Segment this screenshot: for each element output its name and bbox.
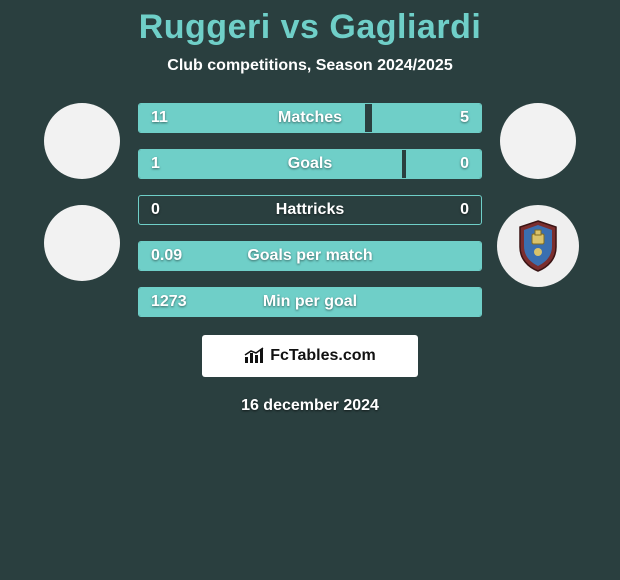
player-right-avatar bbox=[500, 103, 576, 179]
brand-badge: FcTables.com bbox=[202, 335, 418, 377]
title-vs: vs bbox=[281, 8, 320, 46]
shield-icon bbox=[516, 219, 560, 273]
bar-value-right: 5 bbox=[460, 109, 469, 127]
bar-label: Min per goal bbox=[263, 293, 357, 311]
bar-label: Hattricks bbox=[276, 201, 344, 219]
bar-chart-icon bbox=[244, 347, 266, 365]
bar-value-right: 0 bbox=[460, 201, 469, 219]
bar-label: Goals per match bbox=[247, 247, 372, 265]
club-right-crest bbox=[497, 205, 579, 287]
bar-label: Matches bbox=[278, 109, 342, 127]
bar-value-right: 0 bbox=[460, 155, 469, 173]
bar-value-left: 0.09 bbox=[151, 247, 182, 265]
brand-text: FcTables.com bbox=[270, 347, 376, 365]
title-right: Gagliardi bbox=[329, 8, 481, 46]
stat-bar: 0.09 Goals per match bbox=[138, 241, 482, 271]
bar-value-left: 0 bbox=[151, 201, 160, 219]
bar-value-left: 11 bbox=[151, 109, 168, 127]
left-side-column bbox=[34, 103, 130, 281]
title-left: Ruggeri bbox=[139, 8, 271, 46]
bar-fill-left bbox=[139, 150, 402, 178]
player-left-avatar bbox=[44, 103, 120, 179]
bar-value-left: 1 bbox=[151, 155, 160, 173]
bar-value-left: 1273 bbox=[151, 293, 187, 311]
bar-fill-right bbox=[406, 150, 481, 178]
right-side-column bbox=[490, 103, 586, 287]
stat-bar: 0 Hattricks 0 bbox=[138, 195, 482, 225]
date-text: 16 december 2024 bbox=[10, 397, 610, 415]
stat-bar: 1273 Min per goal bbox=[138, 287, 482, 317]
page-title: Ruggeri vs Gagliardi bbox=[0, 8, 620, 47]
stat-bar: 11 Matches 5 bbox=[138, 103, 482, 133]
stat-bars: 11 Matches 5 1 Goals 0 0 Hattricks 0 0.09 Goals pe… bbox=[138, 103, 482, 317]
stat-bar: 1 Goals 0 bbox=[138, 149, 482, 179]
bar-label: Goals bbox=[288, 155, 332, 173]
club-left-crest bbox=[44, 205, 120, 281]
subtitle: Club competitions, Season 2024/2025 bbox=[0, 57, 620, 75]
